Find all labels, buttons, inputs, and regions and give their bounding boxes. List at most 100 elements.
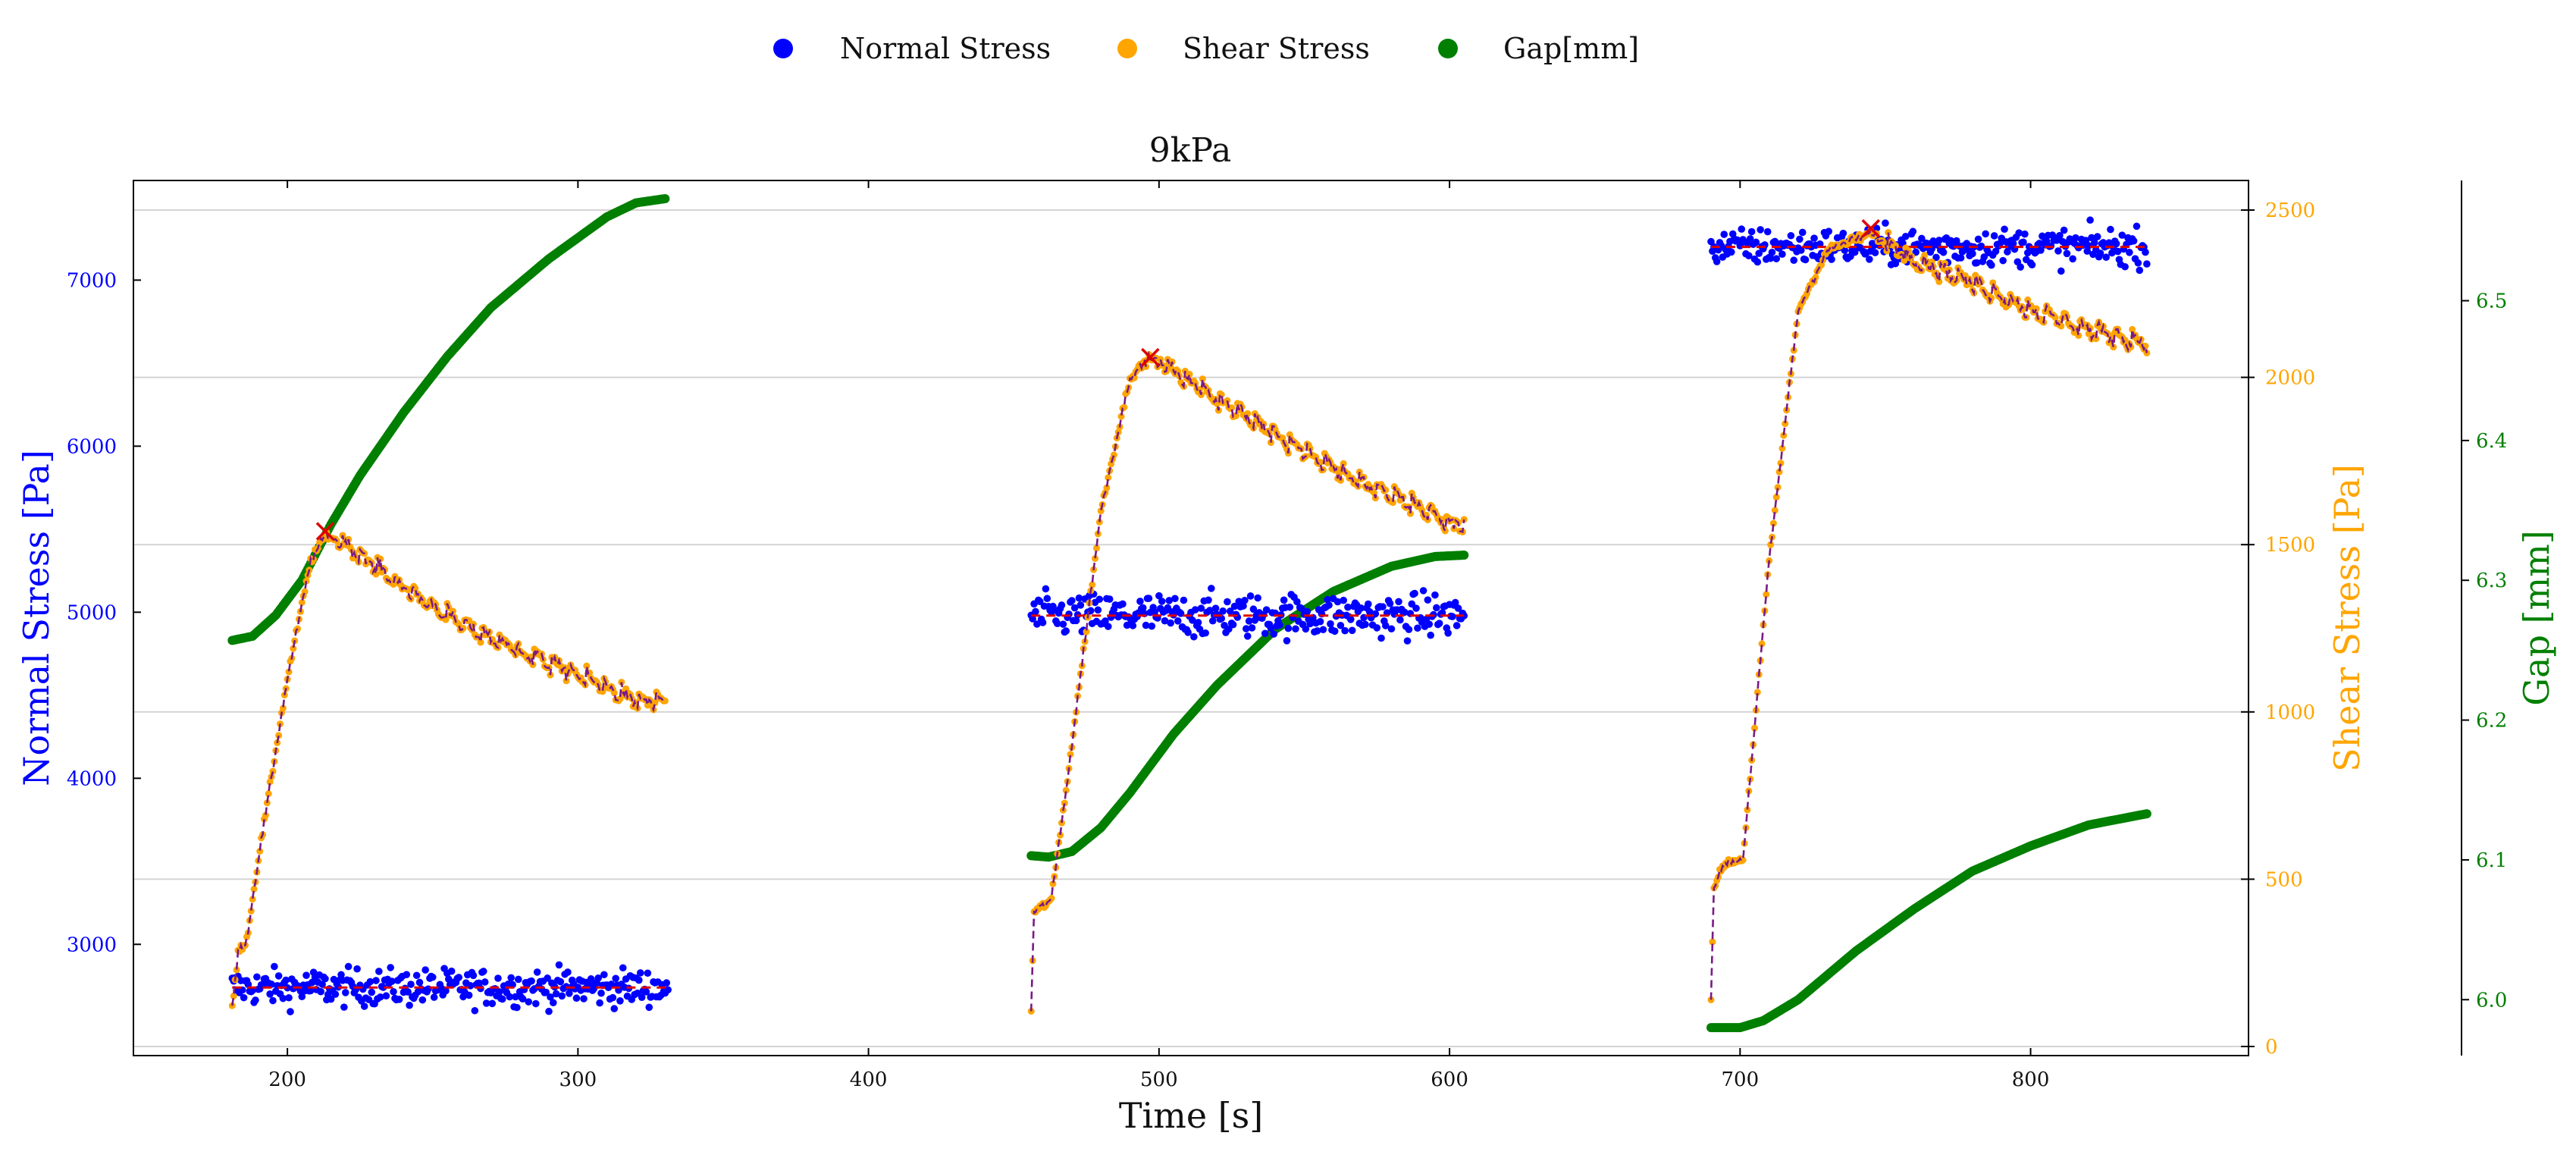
normal-point-2-182 [1292, 625, 1299, 633]
shear-point-2-38 [1083, 628, 1090, 635]
gap-tick-label-6.3: 6.3 [2476, 570, 2507, 592]
normal-point-1-86 [353, 965, 361, 973]
shear-point-3-38 [1763, 591, 1770, 598]
normal-point-3-280 [2114, 247, 2122, 256]
normal-point-2-11 [1043, 595, 1051, 603]
shear-point-1-24 [263, 799, 271, 807]
normal-point-2-165 [1267, 624, 1275, 632]
normal-point-2-177 [1284, 624, 1293, 632]
shear-point-1-35 [279, 704, 287, 712]
shear-point-2-149 [1244, 409, 1252, 417]
normal-point-1-197 [514, 975, 522, 984]
normal-point-2-53 [1104, 623, 1112, 630]
shear-point-3-127 [1891, 242, 1899, 249]
shear-point-1-28 [269, 767, 277, 775]
x-tick-label-400: 400 [850, 1068, 888, 1091]
normal-point-3-32 [1753, 258, 1762, 266]
shear-point-3-51 [1782, 420, 1789, 428]
shear-trace-3 [1709, 227, 2148, 1000]
shear-point-1-50 [301, 588, 309, 595]
normal-point-2-95 [1165, 597, 1174, 604]
normal-point-2-232 [1364, 600, 1372, 608]
x-tick-label-600: 600 [1431, 1068, 1468, 1091]
normal-point-3-259 [2083, 247, 2092, 256]
normal-point-2-204 [1324, 595, 1331, 604]
normal-point-3-294 [2134, 259, 2142, 267]
normal-point-3-196 [1992, 247, 2000, 256]
normal-point-1-37 [282, 976, 290, 984]
normal-point-1-285 [642, 988, 650, 996]
normal-point-3-71 [1810, 234, 1818, 242]
shear-point-3-48 [1777, 460, 1785, 467]
normal-point-2-111 [1189, 617, 1196, 624]
normal-point-3-172 [1957, 254, 1965, 262]
shear-series-3 [1707, 227, 2151, 1003]
normal-point-2-238 [1373, 624, 1381, 632]
normal-point-2-156 [1254, 594, 1261, 602]
normal-point-3-57 [1790, 256, 1798, 265]
normal-point-2-293 [1453, 622, 1461, 629]
normal-point-3-219 [2025, 243, 2033, 250]
normal-point-3-41 [1766, 254, 1775, 262]
normal-point-3-39 [1763, 227, 1772, 236]
normal-point-1-216 [542, 988, 550, 996]
normal-point-1-71 [331, 990, 340, 998]
normal-point-1-151 [447, 967, 456, 975]
normal-point-2-281 [1435, 620, 1443, 627]
shear-peak-marker-2 [1141, 347, 1160, 367]
normal-point-2-70 [1129, 622, 1137, 629]
normal-point-2-24 [1062, 627, 1070, 635]
shear-point-2-48 [1097, 507, 1105, 515]
normal-point-1-99 [372, 977, 380, 984]
normal-point-2-1 [1029, 615, 1036, 623]
normal-point-2-136 [1225, 625, 1233, 633]
normal-point-2-241 [1377, 634, 1385, 642]
normal-point-2-83 [1148, 622, 1156, 630]
normal-point-3-9 [1720, 231, 1728, 238]
normal-point-2-31 [1072, 617, 1080, 625]
normal-point-1-206 [528, 977, 535, 985]
shear-point-3-35 [1758, 640, 1766, 648]
normal-point-3-83 [1828, 256, 1835, 263]
shear-point-2-298 [1460, 516, 1468, 523]
shear-point-3-218 [2024, 296, 2032, 303]
normal-point-3-180 [1969, 249, 1976, 258]
normal-point-1-232 [566, 990, 573, 997]
shear-point-3-72 [1812, 274, 1819, 281]
normal-point-2-220 [1346, 616, 1355, 623]
normal-point-3-21 [1738, 225, 1746, 233]
normal-point-1-110 [388, 977, 396, 985]
normal-point-3-276 [2108, 249, 2116, 257]
normal-point-1-204 [525, 998, 533, 1006]
grid-lines [133, 209, 2249, 1047]
normal-point-3-240 [2056, 231, 2064, 240]
shear-point-1-0 [228, 1002, 236, 1009]
x-tick-label-800: 800 [2012, 1068, 2050, 1091]
normal-point-3-241 [2057, 267, 2065, 275]
normal-point-2-108 [1184, 629, 1192, 636]
shear-point-2-24 [1062, 786, 1070, 794]
normal-point-1-39 [285, 993, 293, 1002]
legend-label-shear: Shear Stress [1183, 32, 1370, 65]
shear-peak-marker-1 [315, 522, 335, 541]
normal-point-2-90 [1158, 598, 1166, 605]
normal-point-2-205 [1325, 601, 1333, 609]
normal-point-3-193 [1988, 261, 1995, 269]
normal-point-2-26 [1065, 610, 1073, 618]
normal-point-3-243 [2060, 226, 2068, 234]
normal-point-1-252 [594, 974, 602, 982]
shear-point-1-39 [285, 668, 293, 676]
normal-point-3-120 [1882, 219, 1889, 227]
shear-point-2-45 [1092, 544, 1100, 552]
shear-point-3-46 [1774, 484, 1782, 491]
shear-point-2-118 [1199, 375, 1206, 383]
normal-point-3-31 [1752, 238, 1760, 246]
legend-label-gap: Gap[mm] [1503, 32, 1639, 65]
normal-point-3-139 [1909, 227, 1917, 236]
shear-point-1-230 [563, 677, 570, 685]
shear-point-3-147 [1921, 252, 1929, 259]
shear-point-1-15 [250, 885, 258, 893]
shear-point-3-49 [1778, 444, 1786, 452]
normal-point-2-75 [1136, 598, 1144, 605]
normal-point-1-120 [403, 971, 411, 979]
